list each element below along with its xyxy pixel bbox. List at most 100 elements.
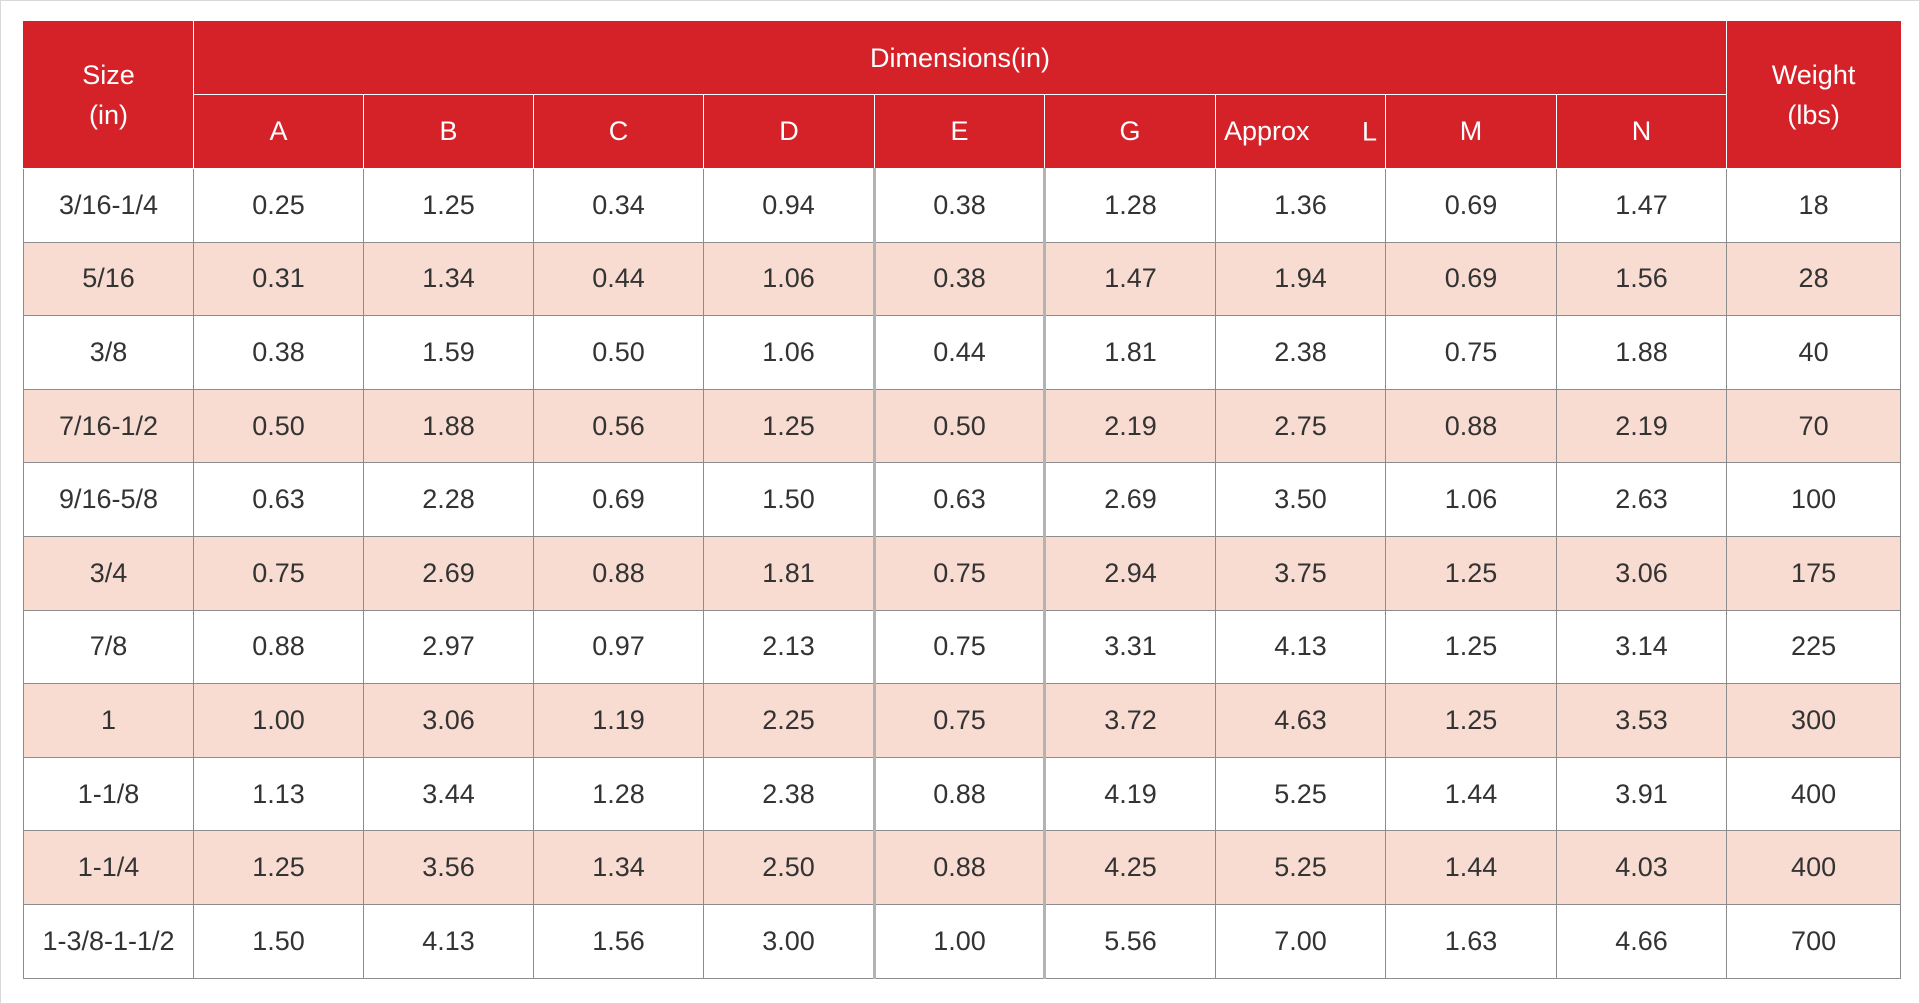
dimension-cell: 0.75 bbox=[874, 535, 1046, 611]
size-cell: 7/8 bbox=[23, 609, 194, 685]
size-cell: 5/16 bbox=[23, 241, 194, 317]
dimension-cell: 0.75 bbox=[1385, 315, 1557, 390]
dimension-cell: 0.25 bbox=[193, 168, 364, 243]
dimension-cell: 1.34 bbox=[363, 241, 534, 317]
table-row: 1-1/4 1.25 3.56 1.34 2.50 0.88 4.25 5.25 1.44 4.0… bbox=[23, 830, 1902, 905]
column-header-g: G bbox=[1044, 94, 1216, 169]
column-header-n: N bbox=[1555, 94, 1728, 169]
dimension-cell: 1.44 bbox=[1385, 756, 1557, 832]
dimension-cell: 0.75 bbox=[874, 683, 1046, 758]
weight-cell: 300 bbox=[1726, 683, 1902, 758]
dimension-cell: 1.28 bbox=[533, 756, 704, 832]
table-row: 5/16 0.31 1.34 0.44 1.06 0.38 1.47 1.94 0.69 1.56… bbox=[23, 241, 1902, 317]
dimension-cell: 0.69 bbox=[1385, 168, 1557, 243]
weight-header: Weight (lbs) bbox=[1726, 21, 1902, 169]
table-row: 7/16-1/2 0.50 1.88 0.56 1.25 0.50 2.19 2.75 0.88… bbox=[23, 388, 1902, 464]
dimension-cell: 1.06 bbox=[703, 315, 876, 390]
table-row: 3/8 0.38 1.59 0.50 1.06 0.44 1.81 2.38 0.75 1.88 4… bbox=[23, 315, 1902, 390]
weight-cell: 225 bbox=[1726, 609, 1902, 685]
dimension-cell: 4.66 bbox=[1555, 903, 1728, 979]
dimension-cell: 0.88 bbox=[533, 535, 704, 611]
table-row: 1 1.00 3.06 1.19 2.25 0.75 3.72 4.63 1.25 3.53 300 bbox=[23, 683, 1902, 758]
dimension-cell: 4.13 bbox=[1215, 609, 1386, 685]
size-header-line1: Size bbox=[82, 60, 135, 90]
dimension-cell: 1.56 bbox=[1555, 241, 1728, 317]
dimension-cell: 1.81 bbox=[1044, 315, 1216, 390]
dimension-cell: 3.06 bbox=[363, 683, 534, 758]
dimension-cell: 0.75 bbox=[193, 535, 364, 611]
column-header-l-label: L bbox=[1361, 116, 1377, 146]
dimension-cell: 0.94 bbox=[703, 168, 876, 243]
dimension-cell: 1.59 bbox=[363, 315, 534, 390]
size-cell: 1 bbox=[23, 683, 194, 758]
size-cell: 1-1/8 bbox=[23, 756, 194, 832]
size-header-line2: (in) bbox=[89, 100, 128, 130]
dimension-cell: 1.25 bbox=[1385, 609, 1557, 685]
dimension-cell: 1.94 bbox=[1215, 241, 1386, 317]
dimension-cell: 0.75 bbox=[874, 609, 1046, 685]
weight-cell: 400 bbox=[1726, 830, 1902, 905]
column-header-approx-l: Approx L bbox=[1215, 94, 1386, 169]
table-row: 9/16-5/8 0.63 2.28 0.69 1.50 0.63 2.69 3.50 1.06… bbox=[23, 462, 1902, 537]
size-cell: 3/8 bbox=[23, 315, 194, 390]
table-row: 7/8 0.88 2.97 0.97 2.13 0.75 3.31 4.13 1.25 3.14 2… bbox=[23, 609, 1902, 685]
dimension-cell: 0.44 bbox=[533, 241, 704, 317]
dimension-cell: 1.19 bbox=[533, 683, 704, 758]
dimension-cell: 5.25 bbox=[1215, 830, 1386, 905]
weight-cell: 700 bbox=[1726, 903, 1902, 979]
weight-cell: 70 bbox=[1726, 388, 1902, 464]
dimension-cell: 0.38 bbox=[874, 168, 1046, 243]
dimension-cell: 2.19 bbox=[1555, 388, 1728, 464]
weight-cell: 28 bbox=[1726, 241, 1902, 317]
size-cell: 3/16-1/4 bbox=[23, 168, 194, 243]
dimension-cell: 1.56 bbox=[533, 903, 704, 979]
dimension-cell: 1.88 bbox=[363, 388, 534, 464]
dimension-cell: 3.50 bbox=[1215, 462, 1386, 537]
dimension-cell: 4.25 bbox=[1044, 830, 1216, 905]
dimension-cell: 1.88 bbox=[1555, 315, 1728, 390]
dimension-cell: 0.38 bbox=[874, 241, 1046, 317]
dimension-cell: 3.75 bbox=[1215, 535, 1386, 611]
dimension-cell: 1.25 bbox=[703, 388, 876, 464]
table-body: 3/16-1/4 0.25 1.25 0.34 0.94 0.38 1.28 1.36 0.69… bbox=[23, 168, 1902, 979]
dimension-cell: 3.72 bbox=[1044, 683, 1216, 758]
size-cell: 1-1/4 bbox=[23, 830, 194, 905]
dimension-cell: 4.13 bbox=[363, 903, 534, 979]
dimension-cell: 0.88 bbox=[874, 756, 1046, 832]
dimension-cell: 0.97 bbox=[533, 609, 704, 685]
dimension-cell: 0.69 bbox=[1385, 241, 1557, 317]
dimension-cell: 1.50 bbox=[193, 903, 364, 979]
dimension-cell: 1.00 bbox=[193, 683, 364, 758]
size-cell: 7/16-1/2 bbox=[23, 388, 194, 464]
dimension-cell: 0.50 bbox=[874, 388, 1046, 464]
weight-cell: 40 bbox=[1726, 315, 1902, 390]
column-header-a: A bbox=[193, 94, 364, 169]
dimension-cell: 1.36 bbox=[1215, 168, 1386, 243]
dimension-cell: 1.47 bbox=[1044, 241, 1216, 317]
dimension-cell: 2.75 bbox=[1215, 388, 1386, 464]
dimension-cell: 1.25 bbox=[1385, 535, 1557, 611]
dimension-cell: 0.69 bbox=[533, 462, 704, 537]
dimension-cell: 1.63 bbox=[1385, 903, 1557, 979]
dimension-cell: 3.06 bbox=[1555, 535, 1728, 611]
dimension-cell: 1.28 bbox=[1044, 168, 1216, 243]
weight-header-line2: (lbs) bbox=[1787, 100, 1840, 130]
dimension-cell: 1.13 bbox=[193, 756, 364, 832]
dimension-cell: 2.69 bbox=[1044, 462, 1216, 537]
column-header-d: D bbox=[703, 94, 875, 169]
weight-cell: 100 bbox=[1726, 462, 1902, 537]
dimension-cell: 1.06 bbox=[703, 241, 876, 317]
column-header-b: B bbox=[363, 94, 534, 169]
dimension-cell: 7.00 bbox=[1215, 903, 1386, 979]
dimension-cell: 1.25 bbox=[363, 168, 534, 243]
size-cell: 1-3/8-1-1/2 bbox=[23, 903, 194, 979]
dimension-cell: 3.14 bbox=[1555, 609, 1728, 685]
dimension-cell: 1.34 bbox=[533, 830, 704, 905]
dimension-cell: 3.53 bbox=[1555, 683, 1728, 758]
dimensions-header: Dimensions(in) bbox=[192, 21, 1728, 95]
column-header-m: M bbox=[1385, 94, 1557, 169]
dimension-cell: 1.00 bbox=[874, 903, 1046, 979]
column-header-c: C bbox=[533, 94, 704, 169]
dimension-cell: 3.44 bbox=[363, 756, 534, 832]
